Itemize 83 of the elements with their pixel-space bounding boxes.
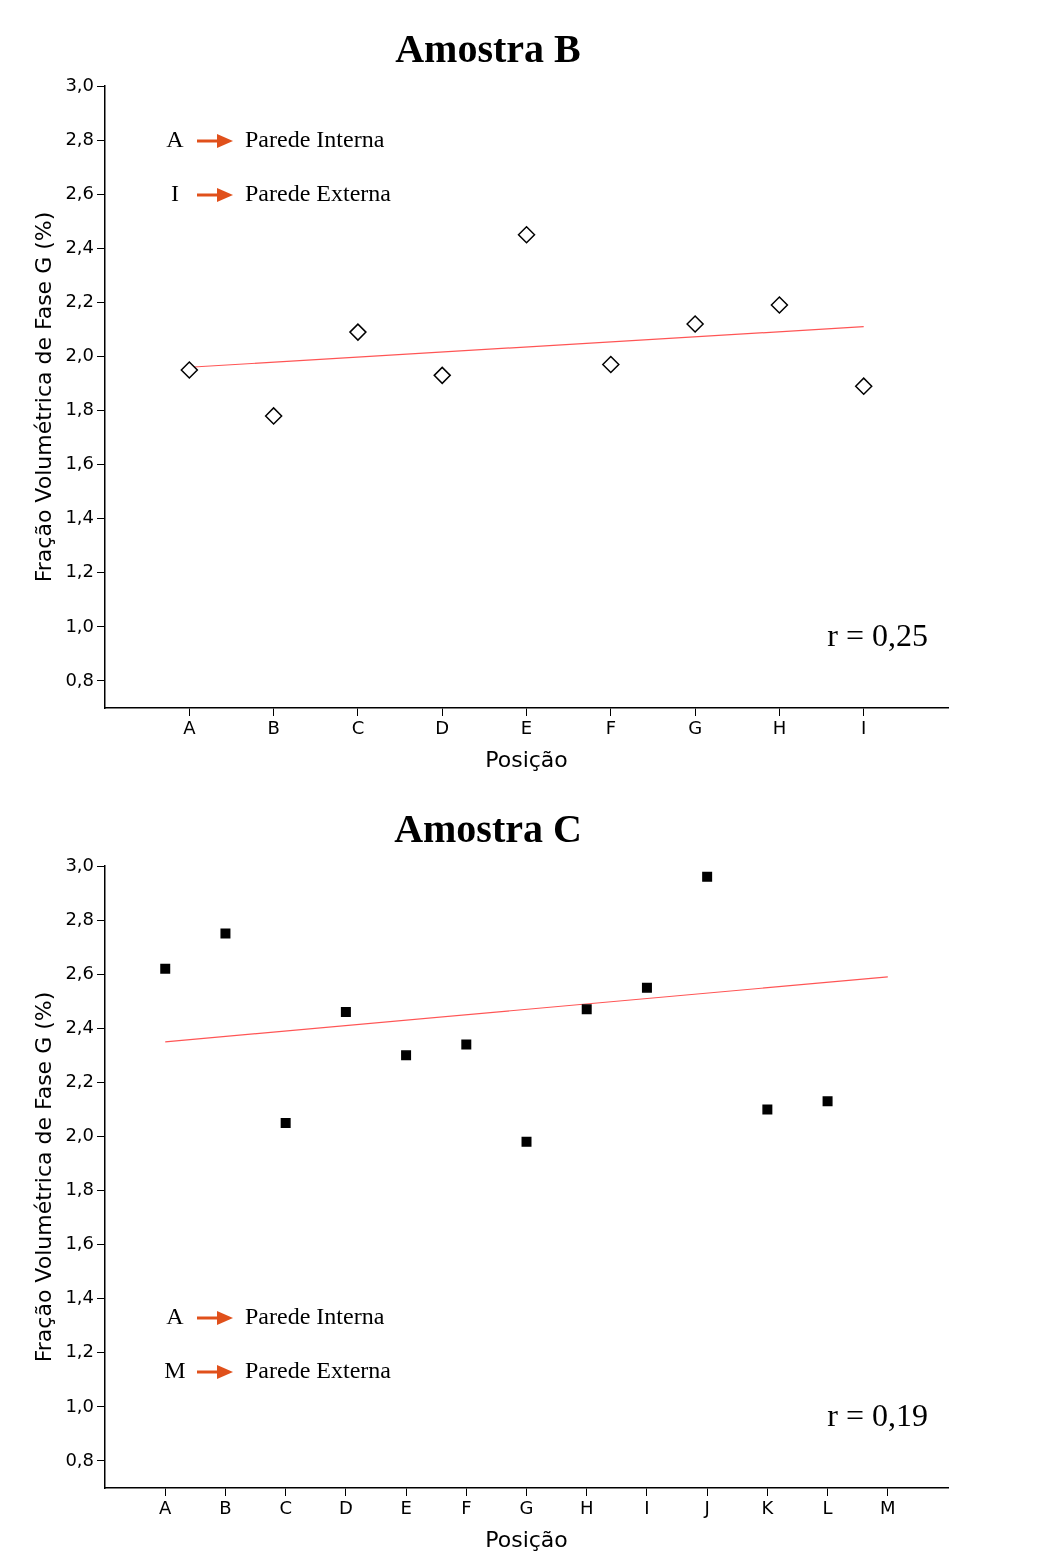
x-tick-label: A xyxy=(159,1497,173,1519)
x-tick-label: I xyxy=(644,1497,650,1519)
point xyxy=(686,315,704,333)
annotation: M xyxy=(164,1357,186,1384)
annotation: Parede Interna xyxy=(245,1303,385,1330)
point xyxy=(264,407,283,425)
point xyxy=(340,1007,351,1018)
point xyxy=(581,1004,592,1015)
x-tick-label: H xyxy=(579,1497,594,1519)
x-tick-label: D xyxy=(435,717,450,739)
y-tick-label: 2,4 xyxy=(65,235,95,257)
annotation: A xyxy=(166,1303,185,1330)
y-tick-label: 1,0 xyxy=(65,1394,95,1416)
y-tick-label: 1,6 xyxy=(65,452,95,474)
annotation: r = 0,25 xyxy=(827,617,928,654)
y-tick-label: 2,0 xyxy=(65,1124,95,1146)
x-tick-label: H xyxy=(772,717,787,739)
point xyxy=(401,1050,412,1061)
y-tick-label: 2,0 xyxy=(65,344,95,366)
y-tick-label: 3,0 xyxy=(65,853,95,875)
x-tick-label: B xyxy=(267,717,280,739)
x-tick-label: G xyxy=(519,1497,534,1519)
y-tick-label: 2,6 xyxy=(65,961,95,983)
point xyxy=(160,963,171,974)
x-tick-label: G xyxy=(688,717,703,739)
y-tick-label: 2,2 xyxy=(65,1070,95,1092)
point xyxy=(220,928,231,939)
y-tick-label: 1,8 xyxy=(65,1178,95,1200)
point xyxy=(349,323,367,341)
x-tick-label: E xyxy=(520,717,533,739)
point xyxy=(602,355,620,374)
point xyxy=(770,296,789,314)
x-axis-title: Posição xyxy=(485,746,568,772)
x-tick-label: J xyxy=(703,1497,710,1519)
point xyxy=(702,871,713,882)
x-tick-label: F xyxy=(605,717,616,739)
y-tick-label: 3,0 xyxy=(65,73,95,95)
annotation: r = 0,19 xyxy=(827,1397,928,1434)
point xyxy=(521,1136,532,1147)
y-tick-label: 1,0 xyxy=(65,614,95,636)
y-tick-label: 1,6 xyxy=(65,1232,95,1254)
point xyxy=(280,1117,291,1128)
x-tick-label: D xyxy=(338,1497,353,1519)
y-tick-label: 2,8 xyxy=(65,907,95,929)
point xyxy=(641,982,652,993)
y-axis-title: Fração Volumétrica de Fase G (%) xyxy=(30,991,56,1363)
point xyxy=(854,377,873,395)
annotation: I xyxy=(171,180,180,207)
point xyxy=(517,225,536,244)
x-tick-label: F xyxy=(461,1497,472,1519)
annotation: Parede Externa xyxy=(245,1357,392,1384)
chart-title: Amostra C xyxy=(394,806,582,852)
x-tick-label: A xyxy=(183,717,197,739)
y-tick-label: 2,8 xyxy=(65,127,95,149)
y-tick-label: 2,2 xyxy=(65,290,95,312)
point xyxy=(461,1039,472,1050)
annotation: A xyxy=(166,126,185,153)
x-tick-label: B xyxy=(219,1497,232,1519)
x-tick-label: C xyxy=(279,1497,292,1519)
y-tick-label: 1,4 xyxy=(65,1286,95,1308)
y-tick-label: 2,6 xyxy=(65,181,95,203)
x-tick-label: C xyxy=(351,717,365,739)
x-tick-label: I xyxy=(861,717,867,739)
point xyxy=(822,1096,833,1107)
chart-title: Amostra B xyxy=(395,26,581,72)
point xyxy=(180,361,199,379)
y-tick-label: 0,8 xyxy=(65,1448,95,1470)
y-tick-label: 1,2 xyxy=(65,1340,95,1362)
y-axis-title: Fração Volumétrica de Fase G (%) xyxy=(30,211,56,583)
y-tick-label: 1,4 xyxy=(65,506,95,528)
y-tick-label: 1,8 xyxy=(65,398,95,420)
y-tick-label: 2,4 xyxy=(65,1015,95,1037)
x-axis-title: Posição xyxy=(485,1526,568,1552)
x-tick-label: E xyxy=(400,1497,412,1519)
annotation: Parede Externa xyxy=(245,180,392,207)
y-tick-label: 1,2 xyxy=(65,560,95,582)
point xyxy=(762,1104,773,1115)
point xyxy=(433,366,451,385)
x-tick-label: L xyxy=(822,1497,833,1519)
x-tick-label: M xyxy=(880,1497,896,1519)
annotation: Parede Interna xyxy=(245,126,385,153)
x-tick-label: K xyxy=(761,1497,775,1519)
y-tick-label: 0,8 xyxy=(65,668,95,690)
